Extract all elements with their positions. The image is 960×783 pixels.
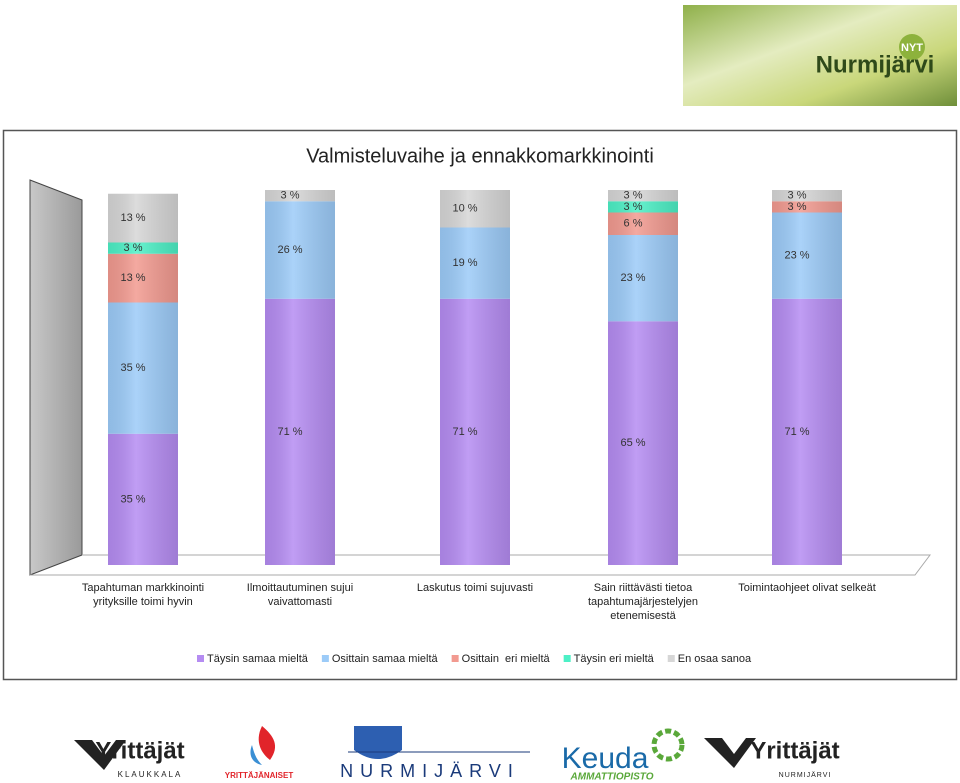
bar-shade <box>108 193 178 243</box>
logo-mark <box>258 726 276 760</box>
legend-swatch <box>563 655 571 662</box>
chart-title: Valmisteluvaihe ja ennakkomarkkinointi <box>306 145 654 167</box>
logo-mark <box>74 740 126 770</box>
x-tick-label: Toimintaohjeet olivat selkeät <box>738 582 876 594</box>
data-label: 3 % <box>788 190 807 202</box>
bar-shade <box>608 212 678 235</box>
data-label: 23 % <box>784 250 809 262</box>
x-tick-label: Tapahtuman markkinointi yrityksille toim… <box>81 582 205 608</box>
back-wall <box>29 179 83 576</box>
legend-label: Täysin samaa mieltä <box>207 653 309 665</box>
bar-shade <box>265 201 335 299</box>
bar-shade <box>440 227 510 299</box>
bar-shade <box>265 298 335 565</box>
bar-shade <box>440 298 510 565</box>
legend: Täysin samaa mieltä Osittain samaa mieltä… <box>197 653 752 665</box>
bar-shade <box>108 253 178 303</box>
footer-logo-sub: NURMIJÄRVI <box>779 771 832 779</box>
logo-name: Nurmijärvi <box>816 51 935 78</box>
bar-shade <box>772 201 842 213</box>
plot: 35 % 35 % 13 % 3 % 13 % 71 % 26 % 3 % 71 % 19 % 10… <box>108 190 842 565</box>
logo-crest <box>354 726 402 759</box>
legend-swatch <box>667 655 675 662</box>
x-tick-label: Laskutus toimi sujuvasti <box>416 582 534 594</box>
logo-mark <box>704 738 756 768</box>
legend-label: Täysin eri mieltä <box>574 653 655 665</box>
bar-shade <box>772 212 842 299</box>
data-label: 71 % <box>277 426 302 438</box>
data-label: 13 % <box>120 212 145 224</box>
legend-label: Osittain samaa mieltä <box>332 653 439 665</box>
data-label: 71 % <box>452 426 477 438</box>
data-label: 35 % <box>120 493 145 505</box>
data-label: 3 % <box>124 242 143 254</box>
x-tick-label: Ilmoittautuminen sujui vaivattomasti <box>246 582 354 608</box>
footer-logo-sub: AMMATTIOPISTO <box>570 772 654 783</box>
bar-shade <box>772 298 842 565</box>
data-label: 35 % <box>120 362 145 374</box>
legend-label: En osaa sanoa <box>678 653 752 665</box>
data-label: 71 % <box>784 426 809 438</box>
data-label: 3 % <box>624 201 643 213</box>
data-label: 3 % <box>624 190 643 202</box>
footer-logo: NURMIJÄRVI <box>340 761 520 781</box>
bar-shade <box>608 201 678 213</box>
bar-shade <box>608 190 678 202</box>
logo-badge-bg <box>899 34 925 60</box>
data-label: 26 % <box>277 244 302 256</box>
data-label: 3 % <box>281 190 300 202</box>
footer-logo: Keuda <box>562 742 649 775</box>
footer-logo: Yrittäjät <box>95 737 184 764</box>
data-label: 19 % <box>452 257 477 269</box>
footer-logo-sub: KLAUKKALA <box>118 770 183 779</box>
bar-shade <box>265 190 335 202</box>
bar-shade <box>608 321 678 565</box>
data-label: 65 % <box>620 437 645 449</box>
legend-swatch <box>321 655 329 662</box>
legend-swatch <box>197 655 204 662</box>
bar-shade <box>772 190 842 202</box>
logo-mark <box>651 728 685 762</box>
bar-shade <box>108 433 178 565</box>
x-tick-label: Sain riittävästi tietoa tapahtumajärjest… <box>587 582 699 622</box>
data-label: 3 % <box>788 201 807 213</box>
bar-shade <box>108 242 178 254</box>
bar-shade <box>108 302 178 434</box>
footer-logo: Yrittäjät <box>750 737 839 764</box>
data-label: 6 % <box>624 218 643 230</box>
legend-swatch <box>451 655 459 662</box>
data-label: 10 % <box>452 203 477 215</box>
data-label: 23 % <box>620 272 645 284</box>
bar-shade <box>440 190 510 228</box>
logo-mark <box>250 745 262 765</box>
bar-shade <box>608 235 678 322</box>
footer-logo: YRITTÄJÄNAISET <box>225 771 294 780</box>
data-label: 13 % <box>120 272 145 284</box>
legend-label: Osittain eri mieltä <box>462 653 551 665</box>
logo-badge: NYT <box>901 42 923 54</box>
